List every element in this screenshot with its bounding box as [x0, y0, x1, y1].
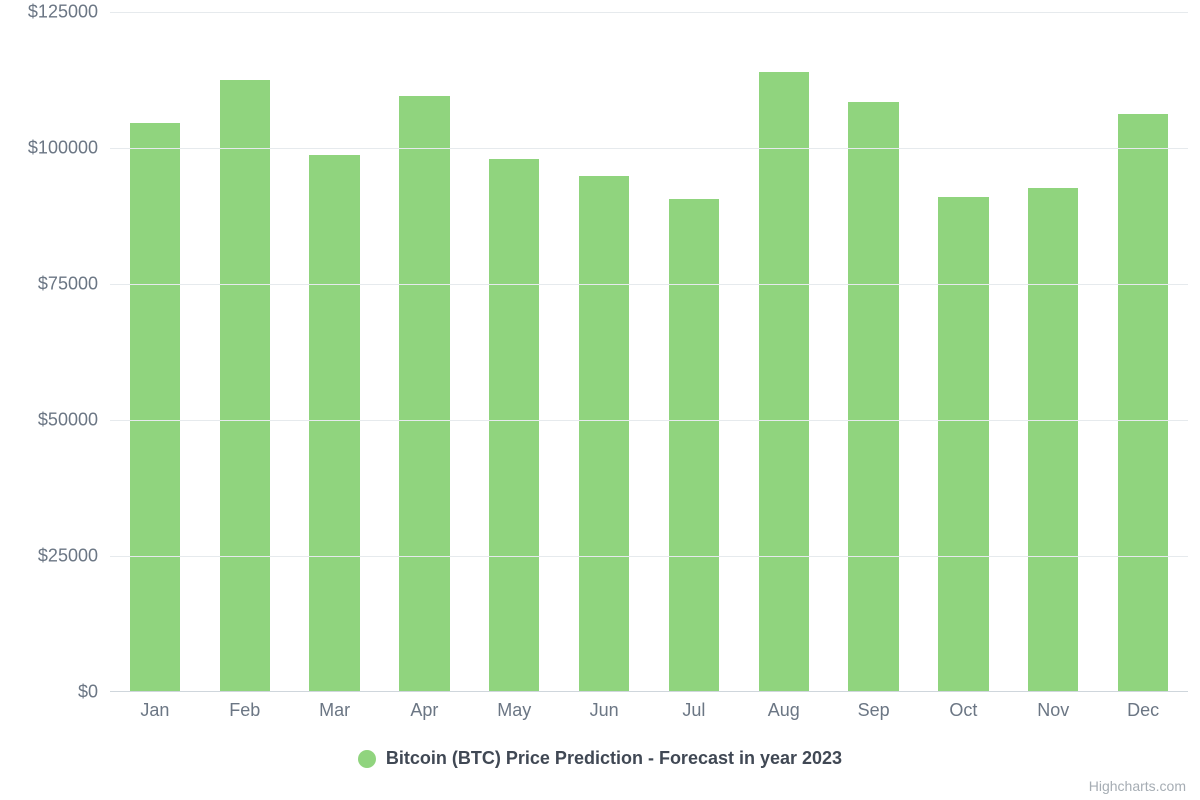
gridline	[110, 420, 1188, 421]
x-tick-label: Aug	[768, 700, 800, 721]
bar[interactable]	[489, 159, 539, 691]
bar[interactable]	[848, 102, 898, 691]
price-chart: $0 $25000 $50000 $75000 $100000 $125000 Jan Fe…	[0, 0, 1200, 800]
bar[interactable]	[399, 96, 449, 691]
bar[interactable]	[1028, 188, 1078, 691]
bar[interactable]	[220, 80, 270, 691]
y-tick-label: $50000	[0, 410, 98, 431]
x-tick-label: Mar	[319, 700, 350, 721]
gridline	[110, 148, 1188, 149]
legend-item[interactable]: Bitcoin (BTC) Price Prediction - Forecas…	[358, 748, 842, 769]
y-tick-label: $0	[0, 682, 98, 703]
legend-label: Bitcoin (BTC) Price Prediction - Forecas…	[386, 748, 842, 769]
credits-link[interactable]: Highcharts.com	[1089, 778, 1186, 794]
legend-marker-icon	[358, 750, 376, 768]
y-tick-label: $100000	[0, 138, 98, 159]
bars-layer	[110, 12, 1188, 691]
y-tick-label: $125000	[0, 2, 98, 23]
bar[interactable]	[309, 155, 359, 691]
x-tick-label: Sep	[858, 700, 890, 721]
x-tick-label: Jan	[140, 700, 169, 721]
plot-area	[110, 12, 1188, 692]
bar[interactable]	[579, 176, 629, 691]
x-tick-label: Nov	[1037, 700, 1069, 721]
gridline	[110, 556, 1188, 557]
y-tick-label: $25000	[0, 546, 98, 567]
bar[interactable]	[1118, 114, 1168, 691]
bar[interactable]	[759, 72, 809, 691]
gridline	[110, 284, 1188, 285]
x-tick-label: Jun	[590, 700, 619, 721]
x-tick-label: Dec	[1127, 700, 1159, 721]
legend: Bitcoin (BTC) Price Prediction - Forecas…	[0, 748, 1200, 773]
bar[interactable]	[130, 123, 180, 691]
x-tick-label: Jul	[682, 700, 705, 721]
x-tick-label: Oct	[949, 700, 977, 721]
bar[interactable]	[669, 199, 719, 691]
x-tick-label: Feb	[229, 700, 260, 721]
x-tick-label: May	[497, 700, 531, 721]
gridline	[110, 12, 1188, 13]
x-tick-label: Apr	[410, 700, 438, 721]
bar[interactable]	[938, 197, 988, 691]
y-tick-label: $75000	[0, 274, 98, 295]
